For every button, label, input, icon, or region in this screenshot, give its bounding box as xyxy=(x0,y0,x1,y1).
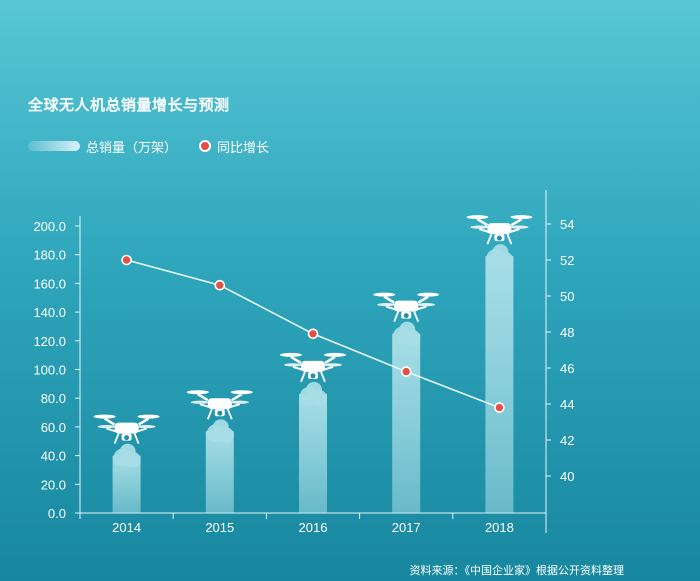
y-right-tick-label: 46 xyxy=(560,361,574,376)
y-left-tick-label: 160.0 xyxy=(33,276,66,291)
y-right-tick-label: 54 xyxy=(560,217,574,232)
y-left-tick-label: 120.0 xyxy=(33,334,66,349)
legend-dot-swatch xyxy=(199,140,212,152)
growth-point xyxy=(307,328,319,340)
chart-title: 全球无人机总销量增长与预测 xyxy=(28,96,230,114)
x-tick-label: 2015 xyxy=(205,520,234,535)
drone-icon xyxy=(373,292,440,322)
bar-cap-puff xyxy=(399,321,416,338)
bar xyxy=(485,256,514,513)
drone-icon xyxy=(280,352,346,383)
y-left-tick-label: 40.0 xyxy=(41,449,66,464)
bar xyxy=(205,431,234,513)
y-right-tick-label: 50 xyxy=(560,289,574,304)
x-tick-label: 2017 xyxy=(392,520,421,535)
legend-line-label: 同比增长 xyxy=(217,140,270,156)
x-tick-label: 2016 xyxy=(299,520,328,535)
legend-bar-label: 总销量（万架） xyxy=(86,140,178,156)
y-right-tick-label: 42 xyxy=(560,433,574,448)
x-tick-label: 2014 xyxy=(112,520,141,535)
y-left-tick-label: 60.0 xyxy=(41,420,66,435)
drone-icon xyxy=(93,414,160,444)
bar xyxy=(392,333,421,513)
y-left-tick-label: 100.0 xyxy=(33,363,66,378)
growth-point xyxy=(400,366,412,377)
growth-point xyxy=(494,402,505,413)
y-right-tick-label: 44 xyxy=(560,397,574,412)
y-right-tick-label: 40 xyxy=(560,469,574,484)
bar-cap-puff xyxy=(119,443,136,460)
y-left-tick-label: 0.0 xyxy=(48,506,66,521)
legend: 总销量（万架） 同比增长 xyxy=(28,137,270,156)
x-tick-label: 2018 xyxy=(485,520,514,535)
y-left-tick-label: 20.0 xyxy=(41,477,66,492)
growth-point xyxy=(121,254,132,266)
legend-bar-swatch xyxy=(28,141,80,151)
bar-cap-puff xyxy=(492,244,509,261)
source-note: 资料来源：《中国企业家》根据公开资料整理 xyxy=(409,564,625,577)
y-left-tick-label: 200.0 xyxy=(33,219,66,234)
drone-icon xyxy=(466,215,533,245)
y-left-tick-label: 140.0 xyxy=(33,305,66,320)
y-left-tick-label: 80.0 xyxy=(41,391,66,406)
growth-point xyxy=(214,279,226,291)
bar-cap-puff xyxy=(212,419,229,436)
y-right-tick-label: 48 xyxy=(560,325,574,340)
bar-cap-puff xyxy=(306,381,322,398)
bar xyxy=(299,393,327,513)
y-right-tick-label: 52 xyxy=(560,253,574,268)
y-left-tick-label: 180.0 xyxy=(33,248,66,263)
drone-icon xyxy=(186,390,253,420)
